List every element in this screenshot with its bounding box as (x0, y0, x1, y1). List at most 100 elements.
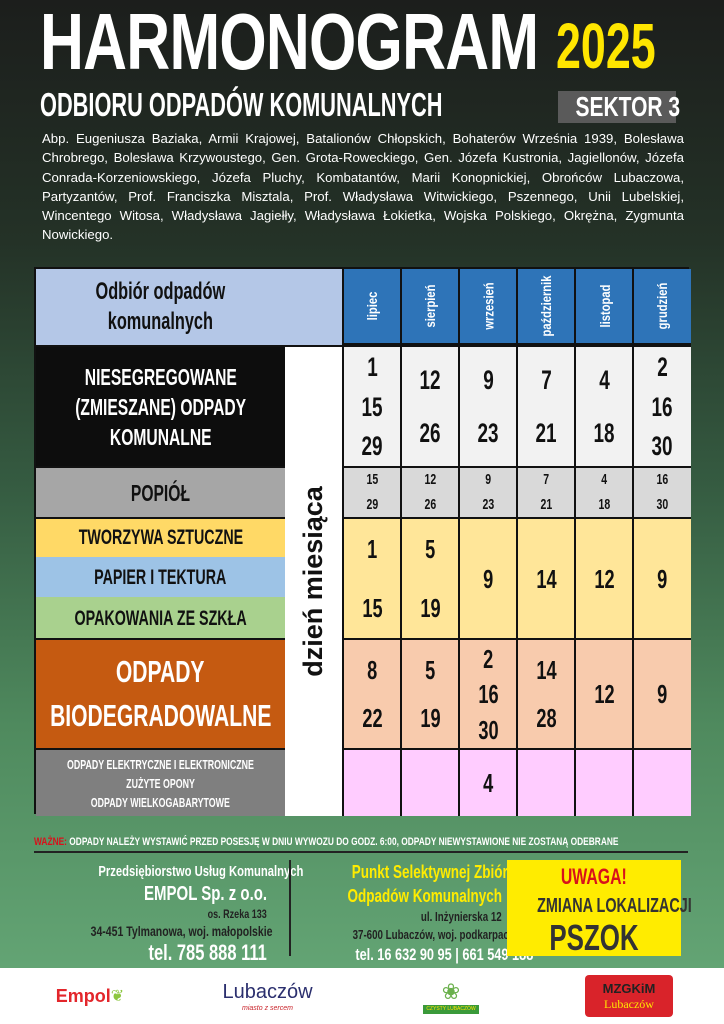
waste-type-label: TWORZYWA SZTUCZNE (36, 517, 285, 557)
collection-day: 9 (485, 471, 492, 489)
collection-day-cell: 9 (632, 517, 691, 638)
collection-day-cell: 9 (632, 638, 691, 748)
collection-day: 5 (425, 655, 436, 686)
collection-day-cell (516, 748, 575, 816)
collection-day-cell: 12 26 (400, 466, 459, 517)
day-of-month-label: dzień miesiąca (285, 345, 342, 816)
collection-day-cell: 9 23 (458, 466, 517, 517)
empol-logo: Empol ❦ (55, 985, 125, 1006)
collection-day-cell: 15 29 (342, 466, 401, 517)
collection-day-cell (342, 748, 401, 816)
collection-day: 12 (424, 471, 436, 489)
pszok-alert-box: UWAGA! ZMIANA LOKALIZACJI PSZOK (507, 860, 692, 956)
collection-day: 9 (483, 563, 494, 594)
collection-day: 5 (425, 534, 436, 564)
collection-day: 19 (420, 593, 441, 623)
collection-day-cell: 5 19 (400, 638, 459, 748)
collection-day: 30 (656, 495, 669, 513)
collection-day: 2 (483, 643, 494, 674)
mzgkim-logo: MZGKiM Lubaczów (585, 975, 673, 1017)
collection-day-cell: 16 30 (632, 466, 691, 517)
collection-day: 16 (651, 391, 674, 422)
collection-day: 22 (361, 702, 383, 733)
collection-day: 23 (477, 417, 499, 448)
collection-day: 16 (656, 471, 669, 489)
lubaczow-logo: Lubaczów miasto z sercem (222, 980, 313, 1012)
collection-day: 15 (361, 593, 383, 623)
collection-day-cell: 4 (458, 748, 517, 816)
collection-day-cell: 9 (458, 517, 517, 638)
butterfly-icon: ❦ (110, 988, 125, 1005)
collection-day: 26 (419, 417, 441, 448)
collection-day: 1 (366, 352, 378, 383)
collection-day-cell: 8 22 (342, 638, 401, 748)
page-subtitle: ODBIORU ODPADÓW KOMUNALNYCH (40, 86, 443, 123)
month-header: grudzień (632, 269, 691, 345)
collection-day-cell: 7 21 (516, 345, 575, 466)
collection-day-cell: 14 (516, 517, 575, 638)
collection-day: 21 (535, 417, 557, 448)
collection-day: 4 (601, 471, 608, 489)
collection-day-cell (574, 748, 633, 816)
waste-type-label: ODPADY BIODEGRADOWALNE (36, 638, 285, 748)
collection-day: 8 (366, 655, 378, 686)
collection-day: 12 (594, 679, 615, 709)
collection-day-cell (400, 748, 459, 816)
collection-day: 12 (594, 563, 615, 594)
collection-day: 12 (419, 365, 441, 396)
collection-day-cell: 5 19 (400, 517, 459, 638)
collection-day: 21 (540, 495, 553, 513)
collection-day: 14 (536, 655, 557, 686)
month-header: sierpień (400, 269, 459, 345)
collection-day: 16 (478, 679, 499, 709)
table-corner-header: Odbiór odpadów komunalnych (36, 269, 285, 345)
waste-type-label: ODPADY ELEKTRYCZNE I ELEKTRONICZNE ZUŻYTE… (36, 748, 285, 816)
waste-type-label: OPAKOWANIA ZE SZKŁA (36, 597, 285, 638)
collection-day: 15 (366, 471, 378, 489)
collection-day-cell: 9 23 (458, 345, 517, 466)
month-header: lipiec (342, 269, 401, 345)
collection-day: 2 (657, 352, 668, 383)
collection-day: 15 (361, 391, 383, 422)
czysty-lubaczow-logo: ❀ CZYSTY LUBACZÓW (420, 975, 482, 1017)
pszok-info: Punkt Selektywnej Zbiórki Odpadów Komuna… (347, 862, 534, 964)
collection-day-cell: 12 (574, 517, 633, 638)
collection-day-cell: 12 26 (400, 345, 459, 466)
collection-day: 23 (482, 495, 495, 513)
collection-day-cell: 4 18 (574, 345, 633, 466)
leaves-icon: ❀ (441, 978, 461, 1004)
waste-type-label: NIESEGREGOWANE (ZMIESZANE) ODPADY KOMUNALN… (36, 345, 285, 466)
collection-day-cell: 2 16 30 (458, 638, 517, 748)
collection-day: 19 (420, 702, 441, 733)
collection-day: 18 (598, 495, 611, 513)
collection-day: 7 (541, 365, 552, 396)
schedule-table: Odbiór odpadów komunalnych dzień miesiąc… (34, 267, 691, 816)
sector-badge: SEKTOR 3 (558, 91, 680, 123)
notice-bar: WAŻNE: ODPADY NALEŻY WYSTAWIĆ PRZED POSE… (34, 836, 688, 853)
collection-day-cell: 1 15 (342, 517, 401, 638)
collection-day-cell: 14 28 (516, 638, 575, 748)
month-header: listopad (574, 269, 633, 345)
collection-day: 9 (482, 365, 494, 396)
collection-day: 1 (366, 534, 378, 564)
collection-day-cell: 2 16 30 (632, 345, 691, 466)
collection-day: 4 (483, 768, 494, 798)
waste-type-label: POPIÓŁ (36, 466, 285, 517)
collection-day: 29 (366, 495, 378, 513)
footer-divider (289, 860, 291, 956)
collection-day-cell: 7 21 (516, 466, 575, 517)
month-header: październik (516, 269, 575, 345)
collection-day-cell: 4 18 (574, 466, 633, 517)
collection-day: 29 (361, 430, 383, 461)
page-title: HARMONOGRAM (40, 0, 539, 86)
collection-day: 4 (599, 365, 610, 396)
collection-day: 30 (478, 714, 499, 745)
collection-day: 14 (536, 563, 557, 594)
street-list: Abp. Eugeniusza Baziaka, Armii Krajowej,… (42, 131, 684, 243)
collection-day-cell: 1 15 29 (342, 345, 401, 466)
collection-day-cell (632, 748, 691, 816)
month-header: wrzesień (458, 269, 517, 345)
collection-day: 28 (536, 702, 557, 733)
collection-day: 18 (593, 417, 615, 448)
collection-day-cell: 12 (574, 638, 633, 748)
